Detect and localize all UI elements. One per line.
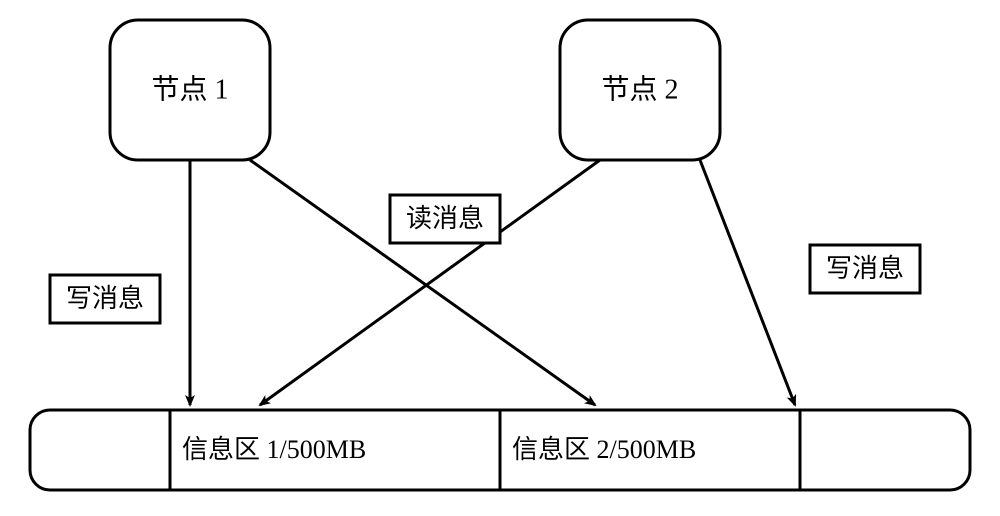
storage-region-2-label: 信息区 2/500MB bbox=[512, 435, 696, 464]
arrow-node2-write bbox=[700, 160, 795, 405]
diagram-canvas: 节点 1 节点 2 写消息 读消息 写消息 信息区 1/500MB 信息区 2/… bbox=[0, 0, 1000, 516]
read-center-label: 读消息 bbox=[406, 204, 484, 233]
write-right-label: 写消息 bbox=[826, 254, 904, 283]
node-2-label: 节点 2 bbox=[601, 73, 678, 105]
storage-region-1-label: 信息区 1/500MB bbox=[182, 435, 366, 464]
write-left-label: 写消息 bbox=[66, 284, 144, 313]
node-1-label: 节点 1 bbox=[151, 73, 228, 105]
